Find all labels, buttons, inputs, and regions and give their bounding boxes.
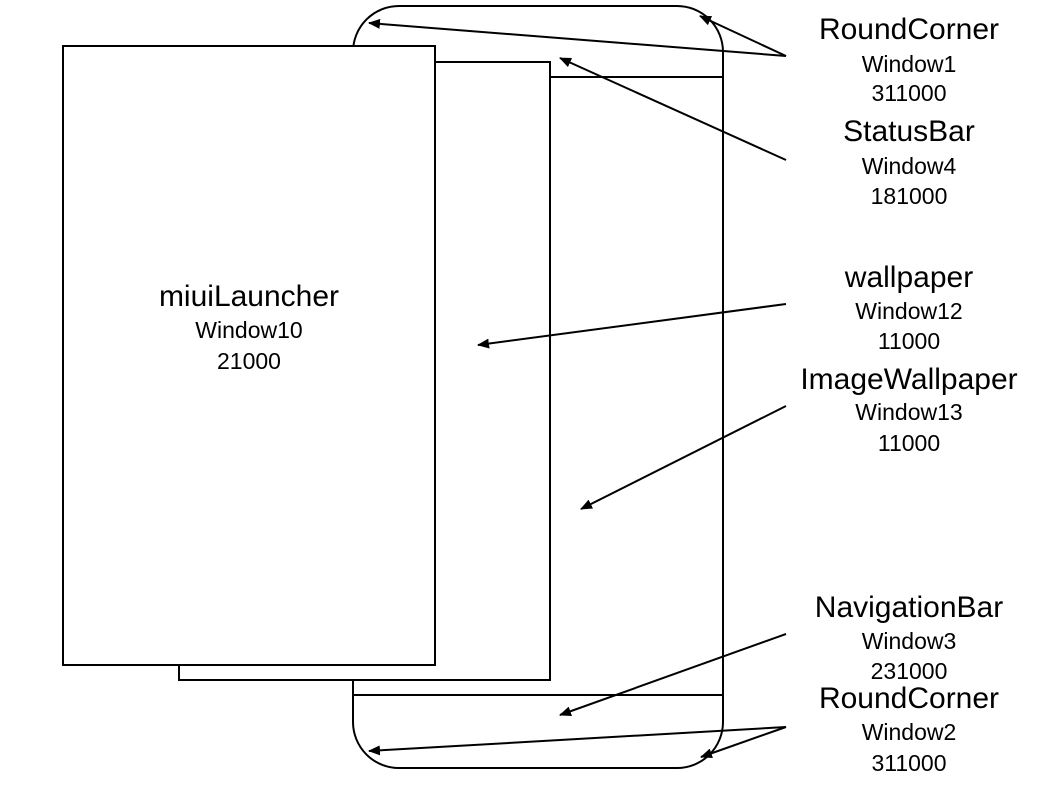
round-corner-top-window: Window1 <box>862 51 957 77</box>
label-image-wallpaper: ImageWallpaper Window13 11000 <box>800 363 1017 456</box>
status-bar-window: Window4 <box>862 153 957 179</box>
label-navigation-bar: NavigationBar Window3 231000 <box>815 591 1003 684</box>
label-round-corner-bottom: RoundCorner Window2 311000 <box>819 682 999 776</box>
arrow-wallpaper <box>477 303 787 349</box>
round-corner-bottom-name: RoundCorner <box>819 682 999 715</box>
round-corner-top-name: RoundCorner <box>819 13 999 46</box>
round-corner-top-layer: 311000 <box>871 80 946 106</box>
arrow-round-corner-bottom-left <box>368 726 787 756</box>
round-corner-bottom-window: Window2 <box>862 719 957 745</box>
label-round-corner-top: RoundCorner Window1 311000 <box>819 13 999 106</box>
arrow-navigation-bar <box>559 633 787 716</box>
launcher-name: miuiLauncher <box>159 280 339 313</box>
arrow-image-wallpaper <box>580 405 787 510</box>
label-status-bar: StatusBar Window4 181000 <box>843 115 975 209</box>
image-wallpaper-window: Window13 <box>855 399 962 425</box>
navigation-bar-name: NavigationBar <box>815 591 1003 624</box>
image-wallpaper-name: ImageWallpaper <box>800 363 1017 396</box>
label-wallpaper: wallpaper Window12 11000 <box>844 261 973 354</box>
navigation-bar-window: Window3 <box>862 628 957 654</box>
image-wallpaper-layer: 11000 <box>878 430 940 456</box>
wallpaper-layer: 11000 <box>878 328 940 354</box>
arrow-round-corner-top-left <box>368 18 787 57</box>
status-bar-layer: 181000 <box>871 183 948 209</box>
arrow-status-bar <box>559 57 787 161</box>
wallpaper-name: wallpaper <box>844 261 973 294</box>
arrow-round-corner-bottom-right <box>700 726 787 759</box>
navigation-bar-layer: 231000 <box>871 658 948 684</box>
launcher-window <box>62 45 436 666</box>
arrow-round-corner-top-right <box>699 15 787 57</box>
wallpaper-window-id: Window12 <box>855 298 962 324</box>
status-bar-name: StatusBar <box>843 115 975 148</box>
round-corner-bottom-layer: 311000 <box>871 750 946 776</box>
launcher-window-id: Window10 <box>195 317 302 343</box>
launcher-layer: 21000 <box>217 348 281 374</box>
